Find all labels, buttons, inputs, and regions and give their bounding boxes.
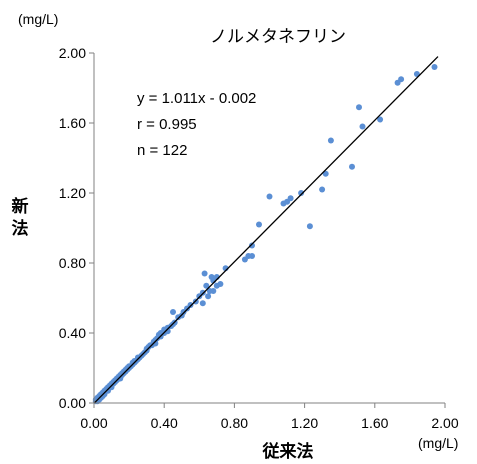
data-point [398,76,405,83]
data-point [170,309,176,315]
x-tick-label: 0.00 [80,415,107,431]
y-tick-label: 1.60 [59,115,86,131]
plot-area: 0.00 0.40 0.80 1.20 1.60 2.00 0.00 0.40 0.80 1.20… [59,45,459,431]
y-tick-label: 1.20 [59,185,86,201]
data-point [327,137,334,144]
x-tick-label: 1.60 [361,415,388,431]
regression-equation: y = 1.011x - 0.002 [137,90,256,107]
data-point [205,293,212,300]
x-axis-label: 従来法 [262,441,314,462]
data-point [249,242,255,249]
data-point [187,302,194,308]
data-point [431,64,438,70]
data-point [356,104,362,111]
data-point [203,282,210,289]
x-tick-label: 2.00 [431,415,458,431]
data-point [306,223,313,230]
x-tick-label: 0.80 [221,415,248,431]
y-unit-label: (mg/L) [18,11,58,27]
data-point [201,270,208,277]
x-unit-label: (mg/L) [418,435,458,451]
data-point [152,340,159,347]
data-point [298,190,305,196]
regression-line [94,56,439,404]
y-tick-label: 0.80 [59,255,86,271]
data-point [359,123,366,130]
x-tick-label: 1.20 [291,415,318,431]
y-axis-label-char: 新 [12,196,29,217]
y-axis-label: 新法 [12,196,29,239]
y-tick-label: 2.00 [59,45,86,61]
y-tick-label: 0.40 [59,325,86,341]
axis-ticks: 0.00 0.40 0.80 1.20 1.60 2.00 0.00 0.40 0.80 1.20… [59,45,459,431]
data-point [210,288,217,294]
correlation-coefficient: r = 0.995 [137,116,197,133]
sample-count: n = 122 [137,142,187,159]
y-axis-label-char: 法 [12,218,29,239]
stats-annotation: y = 1.011x - 0.002 r = 0.995 n = 122 [137,90,256,159]
x-tick-label: 0.40 [151,415,178,431]
data-point [322,170,329,177]
data-point [117,375,124,382]
data-point [217,281,224,287]
chart-title: ノルメタネフリン [210,27,346,47]
y-tick-label: 0.00 [59,395,86,411]
data-point [377,116,384,123]
data-point [129,359,136,366]
data-point [249,253,255,259]
data-point [349,163,355,170]
data-point [319,186,326,193]
data-point [256,221,262,228]
data-point [266,193,273,200]
data-point [287,195,294,202]
data-point [199,300,206,307]
